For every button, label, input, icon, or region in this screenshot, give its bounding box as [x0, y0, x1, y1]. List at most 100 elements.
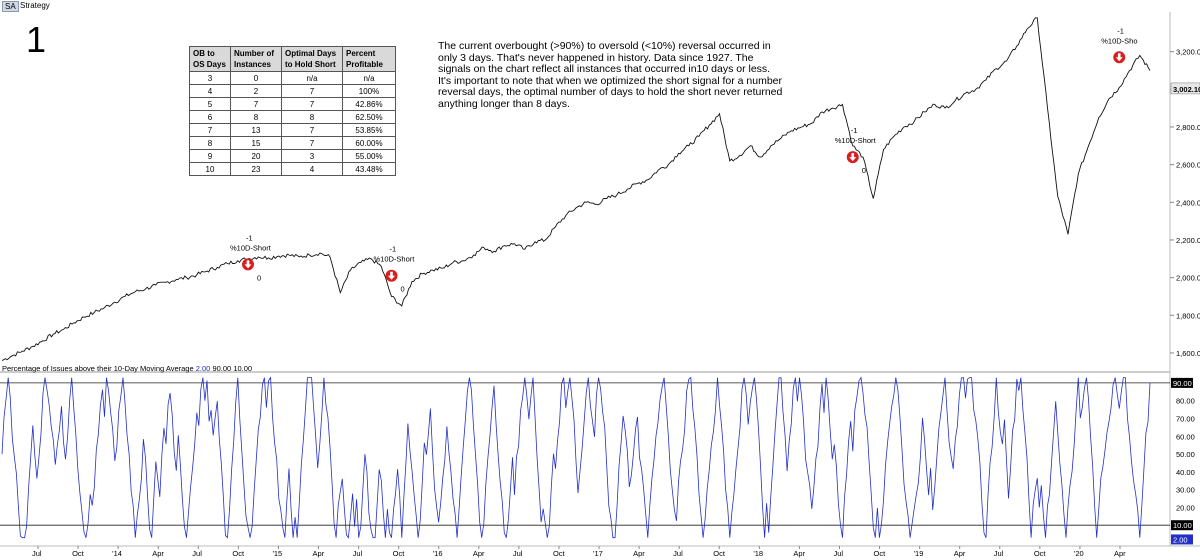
signal-count-label: -1	[246, 233, 253, 242]
oscillator-line	[1, 376, 1151, 539]
price-tick-label: 1,800.00	[1176, 311, 1200, 320]
table-row: 7 13 7 53.85%	[189, 123, 396, 137]
table-cell: 13	[230, 123, 282, 137]
table-cell: 23	[230, 162, 282, 176]
oscillator-bands	[0, 382, 1170, 526]
x-tick-label: Jul	[833, 549, 843, 558]
signal-exit-label: 0	[257, 273, 261, 282]
signal-count-label: -1	[1117, 26, 1124, 35]
band-value-tag	[1171, 534, 1193, 545]
pane-upper-band: 90.00	[212, 364, 232, 373]
table-row: 3 0 n/a n/a	[189, 71, 396, 85]
x-tick-label: '17	[593, 549, 603, 558]
osc-tick-label: 50.00	[1176, 450, 1195, 459]
x-tick-label: Apr	[473, 549, 485, 558]
figure-number: 1	[26, 19, 47, 60]
header-cell: Number of Instances	[230, 46, 282, 72]
x-tick-label: '16	[433, 549, 443, 558]
x-tick-label: Oct	[1034, 549, 1047, 558]
table-cell: 7	[281, 123, 343, 137]
x-tick-label: Jul	[994, 549, 1004, 558]
price-tick-label: 2,400.00	[1176, 198, 1200, 207]
osc-tick-label: 80.00	[1176, 397, 1195, 406]
table-cell: 7	[189, 123, 231, 137]
symbol-badge[interactable]: SA	[2, 1, 19, 12]
table-row: 9 20 3 55.00%	[189, 149, 396, 163]
band-value-tag	[1171, 520, 1193, 531]
table-cell: 55.00%	[342, 149, 396, 163]
x-tick-label: '19	[914, 549, 924, 558]
down-arrow-icon	[849, 153, 857, 162]
table-cell: 9	[189, 149, 231, 163]
table-cell: n/a	[281, 71, 343, 85]
price-tick-label: 3,200.00	[1176, 48, 1200, 57]
signal-name-label: %10D-Short	[835, 136, 877, 145]
price-tick-label: 2,200.00	[1176, 236, 1200, 245]
osc-tick-label: 60.00	[1176, 432, 1195, 441]
header-cell: Percent Profitable	[342, 46, 396, 72]
x-tick-label: '20	[1074, 549, 1084, 558]
x-tick-label: Jul	[192, 549, 202, 558]
signal-count-label: -1	[851, 126, 858, 135]
table-cell: 10	[189, 162, 231, 176]
table-cell: 7	[281, 97, 343, 111]
signal-name-label: %10D-Sho	[1101, 36, 1137, 45]
table-row: 8 15 7 60.00%	[189, 136, 396, 150]
pane-lower-band: 10.00	[233, 364, 253, 373]
band-value-tag	[1171, 377, 1193, 388]
table-cell: 7	[230, 97, 282, 111]
oscillator-axis-ticks: 20.00 30.00 40.00 50.00 60.00 70.00 80.00 90.00…	[1171, 377, 1195, 545]
table-cell: 8	[189, 136, 231, 150]
table-cell: n/a	[342, 71, 396, 85]
signal-markers: -1%10D-Short0-1%10D-Short0-1%10D-Short0-…	[230, 26, 1138, 293]
x-tick-label: Oct	[553, 549, 566, 558]
table-cell: 20	[230, 149, 282, 163]
pane-indicator-name: Percentage of Issues above their 10-Day …	[2, 364, 194, 373]
x-tick-label: Jul	[513, 549, 523, 558]
x-tick-label: Apr	[633, 549, 645, 558]
table-cell: 3	[189, 71, 231, 85]
stats-table: OB to OS Days Number of Instances Optima…	[189, 46, 396, 176]
x-tick-label: Oct	[232, 549, 245, 558]
x-tick-label: Oct	[393, 549, 406, 558]
x-tick-label: Jul	[673, 549, 683, 558]
down-arrow-icon	[1115, 53, 1123, 62]
table-cell: 7	[281, 84, 343, 98]
pane-current-value: 2.00	[195, 364, 211, 373]
signal-name-label: %10D-Short	[374, 255, 416, 264]
x-tick-label: '15	[272, 549, 282, 558]
x-tick-label: Oct	[713, 549, 726, 558]
last-value-label: 3,002.10	[1173, 85, 1200, 94]
x-tick-label: Oct	[72, 549, 85, 558]
x-tick-label: '18	[753, 549, 763, 558]
table-cell: 42.86%	[342, 97, 396, 111]
chart-header: SA Strategy	[0, 0, 1200, 12]
table-cell: 5	[189, 97, 231, 111]
x-tick-label: Apr	[152, 549, 164, 558]
signal-exit-label: 0	[862, 166, 866, 175]
table-cell: 100%	[342, 84, 396, 98]
signal-count-label: -1	[390, 245, 397, 254]
band-value-label: 2.00	[1173, 535, 1188, 544]
osc-tick-label: 40.00	[1176, 468, 1195, 477]
table-row: 10 23 4 43.48%	[189, 162, 396, 176]
price-tick-label: 1,600.00	[1176, 349, 1200, 358]
x-tick-label: Oct	[874, 549, 887, 558]
down-arrow-icon	[388, 271, 395, 280]
table-row: 4 2 7 100%	[189, 84, 396, 98]
table-cell: 15	[230, 136, 282, 150]
table-cell: 7	[281, 136, 343, 150]
table-cell: 8	[230, 110, 282, 124]
x-tick-label: Apr	[1114, 549, 1126, 558]
table-row: 5 7 7 42.86%	[189, 97, 396, 111]
table-header-row: OB to OS Days Number of Instances Optima…	[189, 46, 396, 72]
table-cell: 4	[281, 162, 343, 176]
osc-tick-label: 20.00	[1176, 503, 1195, 512]
signal-name-label: %10D-Short	[230, 243, 272, 252]
down-arrow-icon	[244, 260, 252, 269]
price-tick-label: 2,000.00	[1176, 274, 1200, 283]
x-tick-label: '14	[112, 549, 122, 558]
table-cell: 53.85%	[342, 123, 396, 137]
signal-exit-label: 0	[401, 285, 405, 294]
